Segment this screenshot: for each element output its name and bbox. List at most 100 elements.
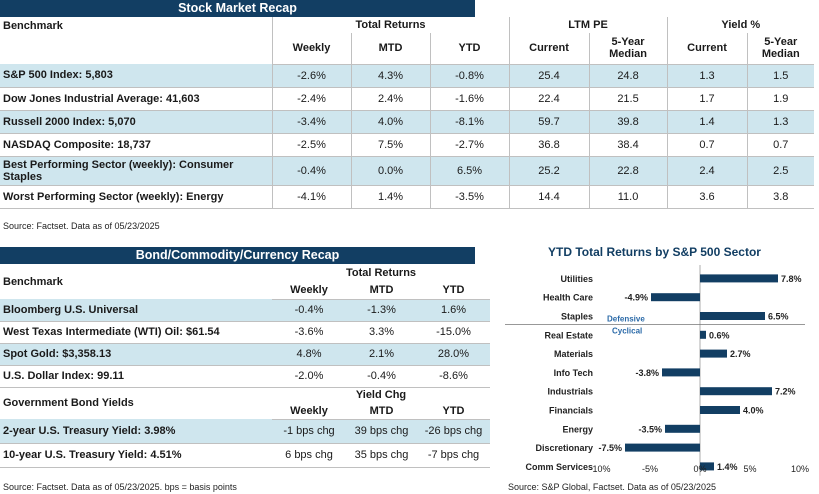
cell-y_med: 1.9 (773, 92, 789, 105)
bond-recap-banner: Bond/Commodity/Currency Recap (0, 247, 475, 264)
cell-ytd: -2.7% (455, 138, 484, 151)
gov-mtd-header: MTD (369, 404, 394, 417)
cell-weekly: -2.0% (294, 370, 324, 382)
mtd-header: MTD (378, 42, 403, 55)
bond-recap-title: Bond/Commodity/Currency Recap (135, 248, 340, 262)
cell-y_cur: 2.4 (699, 164, 715, 177)
row-label: Spot Gold: $3,358.13 (3, 348, 112, 360)
row-label: Bloomberg U.S. Universal (3, 303, 139, 316)
table-row: West Texas Intermediate (WTI) Oil: $61.5… (0, 321, 490, 344)
gov-bond-header: Government Bond Yields (3, 397, 134, 410)
cell-pe_cur: 25.2 (538, 164, 560, 177)
cell-pe_med: 24.8 (617, 69, 639, 82)
table-row: S&P 500 Index: 5,803 -2.6% 4.3% -0.8% 25.4 24… (0, 64, 815, 88)
table-row: 10-year U.S. Treasury Yield: 4.51% 6 bps … (0, 443, 490, 468)
bar-0 (700, 274, 778, 283)
cell-pe_cur: 22.4 (538, 92, 560, 105)
table-row: NASDAQ Composite: 18,737 -2.5% 7.5% -2.7% 36… (0, 133, 815, 157)
cell-mtd: -1.3% (367, 304, 396, 316)
category-label: Health Care (543, 293, 593, 303)
cell-ytd: -3.5% (455, 190, 484, 203)
sector-returns-chart: Utilities 7.8% Health Care -4.9% Staples 6.5%… (505, 265, 809, 476)
bar-2 (700, 312, 765, 320)
table-row: 2-year U.S. Treasury Yield: 3.98% -1 bps … (0, 419, 490, 444)
bar-3 (700, 330, 706, 339)
table-row: Dow Jones Industrial Average: 41,603 -2.4… (0, 87, 815, 111)
data-label: 2.7% (730, 349, 751, 359)
data-label: -7.5% (598, 443, 622, 453)
ltm-pe-header: LTM PE (568, 19, 608, 31)
category-label: Info Tech (554, 368, 593, 378)
yield-median-header-1: 5-Year (764, 36, 798, 49)
bar-7 (700, 406, 740, 414)
cell-pe_med: 11.0 (617, 190, 639, 203)
cell-pe_med: 22.8 (617, 164, 639, 177)
row-label: Best Performing Sector (weekly): Consume… (3, 158, 234, 183)
row-label: Dow Jones Industrial Average: 41,603 (3, 92, 200, 105)
row-label: Russell 2000 Index: 5,070 (3, 115, 136, 128)
cell-weekly: -0.4% (297, 164, 326, 177)
cell-ytd: -8.1% (455, 115, 484, 128)
data-label: -3.8% (635, 368, 659, 378)
cell-weekly: -4.1% (297, 190, 326, 203)
cell-mtd: 35 bps chg (354, 449, 409, 461)
cell-mtd: 4.3% (377, 69, 404, 82)
category-label: Utilities (560, 274, 593, 284)
cell-y_med: 0.7 (773, 138, 789, 151)
cell-ytd: -0.8% (455, 69, 484, 82)
table-row: Worst Performing Sector (weekly): Energy… (0, 185, 815, 209)
cell-mtd: -0.4% (367, 370, 396, 382)
bond-ytd-header: YTD (442, 283, 465, 296)
x-tick-label: -5% (642, 464, 658, 474)
cell-y_cur: 3.6 (699, 190, 715, 203)
cell-weekly: -0.4% (294, 304, 324, 316)
x-tick-label: 5% (743, 464, 756, 474)
data-label: -4.9% (624, 293, 648, 303)
x-tick-label: 10% (791, 464, 809, 474)
table-row: Best Performing Sector (weekly): Consume… (0, 156, 815, 186)
bond-total-returns-header: Total Returns (345, 267, 417, 279)
gov-ytd-header: YTD (442, 404, 465, 417)
cell-mtd: 3.3% (368, 326, 395, 338)
stock-recap-table: Benchmark Total Returns LTM PE Yield % W… (0, 17, 815, 209)
cell-mtd: 39 bps chg (354, 425, 409, 437)
cell-mtd: 4.0% (377, 115, 404, 128)
cell-weekly: 4.8% (296, 348, 322, 360)
row-label: 2-year U.S. Treasury Yield: 3.98% (3, 424, 176, 437)
data-label: 7.8% (781, 274, 802, 284)
bar-5 (662, 368, 700, 377)
cell-mtd: 2.4% (377, 92, 404, 105)
cell-weekly: -3.6% (294, 326, 324, 338)
cell-pe_cur: 59.7 (538, 115, 560, 128)
row-label: S&P 500 Index: 5,803 (3, 69, 113, 82)
cell-y_cur: 1.3 (699, 69, 715, 82)
cell-y_cur: 1.7 (699, 92, 715, 105)
cell-mtd: 1.4% (377, 190, 404, 203)
ytd-header: YTD (458, 42, 481, 55)
cell-y_med: 1.5 (773, 69, 789, 82)
bar-1 (651, 293, 700, 302)
data-label: 1.4% (717, 462, 738, 472)
cell-mtd: 7.5% (377, 138, 404, 151)
pe-median-header-1: 5-Year (611, 36, 645, 49)
cell-y_cur: 0.7 (699, 138, 715, 151)
cell-ytd: -15.0% (436, 326, 471, 338)
bar-10 (700, 462, 714, 471)
category-label: Financials (549, 406, 593, 416)
x-tick-label: -10% (589, 464, 610, 474)
weekly-header: Weekly (292, 42, 331, 55)
cell-ytd: -26 bps chg (424, 425, 483, 437)
cell-y_med: 1.3 (773, 115, 789, 128)
row-label: Worst Performing Sector (weekly): Energy (3, 190, 224, 203)
category-label: Materials (554, 349, 593, 359)
bar-6 (700, 387, 772, 396)
cell-weekly: -2.4% (297, 92, 326, 105)
cell-ytd: -7 bps chg (427, 449, 480, 461)
row-label: U.S. Dollar Index: 99.11 (3, 370, 125, 382)
data-label: -3.5% (638, 424, 662, 434)
bond-benchmark-header: Benchmark (3, 276, 63, 288)
yield-median-header-2: Median (761, 48, 800, 61)
cell-ytd: -8.6% (439, 370, 468, 382)
cell-y_med: 2.5 (773, 164, 789, 177)
cell-weekly: 6 bps chg (285, 449, 333, 461)
